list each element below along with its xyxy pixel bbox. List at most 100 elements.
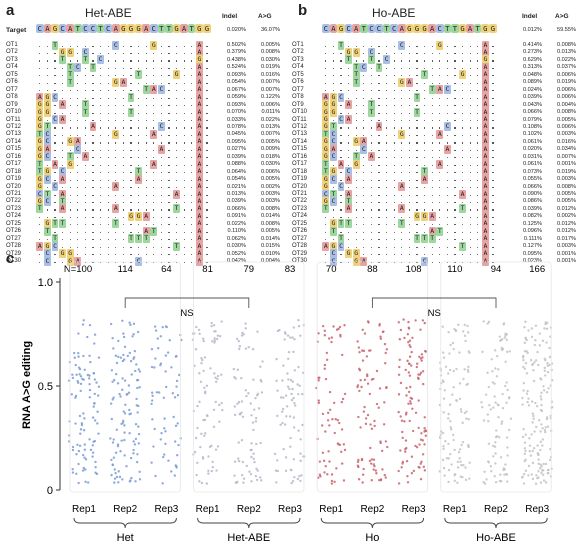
n-count-label: N=100 — [64, 264, 92, 275]
match-dot — [416, 164, 418, 166]
data-point — [419, 462, 422, 465]
match-dot — [393, 52, 395, 55]
match-dot — [477, 224, 479, 226]
data-point — [116, 382, 120, 385]
match-dot — [454, 134, 456, 137]
data-point — [236, 480, 239, 483]
match-dot — [46, 82, 48, 84]
data-point — [399, 449, 402, 452]
target-base: G — [405, 24, 414, 33]
indel-value: 0.059% — [227, 94, 246, 101]
data-point — [423, 416, 426, 419]
data-point — [251, 421, 255, 424]
data-point — [544, 426, 547, 429]
match-dot — [206, 134, 208, 137]
match-dot — [462, 82, 464, 84]
match-dot — [431, 179, 433, 181]
data-point — [521, 475, 524, 479]
offtarget-label: OT4 — [6, 64, 18, 71]
target-base: T — [451, 24, 459, 33]
match-dot — [408, 231, 410, 233]
data-point — [123, 424, 126, 427]
data-point — [281, 421, 284, 425]
offtarget-label: OT27 — [292, 235, 308, 242]
match-dot — [401, 172, 403, 174]
rep-label: Rep3 — [525, 504, 549, 515]
data-point — [536, 444, 539, 447]
indel-value: 0.067% — [227, 86, 246, 93]
match-dot — [138, 201, 140, 204]
data-point — [77, 332, 80, 335]
match-dot — [92, 224, 94, 226]
match-dot — [378, 45, 380, 47]
match-dot — [77, 82, 79, 84]
data-point — [411, 407, 414, 411]
match-dot — [168, 194, 170, 196]
mismatch-base: C — [44, 129, 51, 139]
data-point — [233, 405, 236, 408]
target-atog-a: 36.07% — [261, 27, 280, 33]
data-point — [521, 403, 524, 406]
match-dot — [454, 82, 456, 84]
indel-value: 0.043% — [523, 101, 542, 108]
mismatch-base: A — [337, 159, 345, 169]
data-point — [505, 350, 509, 354]
offtarget-label: OT23 — [6, 205, 22, 212]
data-point — [404, 439, 408, 442]
match-dot — [355, 201, 357, 204]
data-point — [220, 401, 223, 405]
data-point — [76, 380, 79, 383]
match-dot — [145, 187, 147, 189]
mismatch-base: C — [97, 55, 104, 65]
data-point — [493, 475, 496, 478]
data-point — [483, 482, 487, 485]
data-point — [375, 369, 379, 373]
atog-value: 0.022% — [557, 56, 576, 63]
match-dot — [401, 231, 403, 233]
mismatch-base: C — [44, 196, 51, 206]
data-point — [77, 351, 80, 355]
match-dot — [370, 142, 372, 144]
match-dot — [160, 216, 162, 219]
data-point — [232, 367, 236, 371]
mismatch-base: G — [352, 249, 360, 259]
match-dot — [386, 231, 388, 233]
data-point — [486, 413, 490, 416]
match-dot — [206, 90, 208, 92]
match-dot — [183, 239, 185, 241]
data-point — [405, 394, 408, 397]
mismatch-base: C — [330, 256, 337, 266]
match-dot — [130, 246, 132, 248]
match-dot — [160, 134, 162, 137]
match-dot — [107, 75, 109, 77]
mismatch-base: A — [345, 174, 352, 184]
atog-value: 0.008% — [261, 205, 280, 212]
data-point — [493, 395, 496, 398]
data-point — [522, 389, 525, 392]
data-point — [249, 402, 252, 405]
mismatch-base: A — [345, 189, 352, 199]
match-dot — [160, 246, 162, 248]
data-point — [151, 394, 154, 397]
data-point — [250, 455, 253, 459]
match-dot — [424, 157, 426, 159]
mismatch-base: A — [196, 189, 203, 199]
data-point — [77, 481, 80, 485]
match-dot — [439, 127, 441, 129]
match-dot — [431, 254, 433, 256]
mismatch-base: A — [196, 122, 203, 132]
match-dot — [355, 172, 357, 174]
match-dot — [469, 157, 471, 159]
data-point — [410, 455, 414, 458]
data-point — [453, 328, 456, 331]
indel-value: 0.414% — [523, 42, 542, 48]
match-dot — [378, 90, 380, 92]
data-point — [542, 389, 546, 392]
match-dot — [370, 201, 372, 204]
match-dot — [46, 216, 48, 219]
data-point — [218, 335, 222, 338]
match-dot — [107, 120, 109, 122]
mismatch-base: T — [51, 219, 59, 229]
match-dot — [355, 246, 357, 248]
